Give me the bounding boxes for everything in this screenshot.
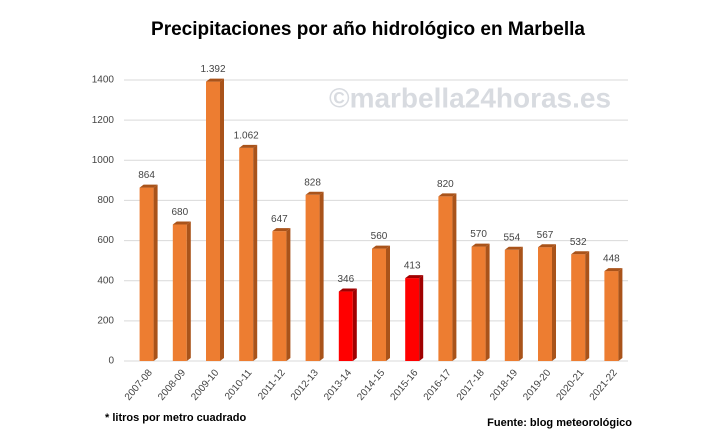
bar-top bbox=[172, 221, 191, 225]
bar bbox=[172, 224, 187, 361]
bar bbox=[538, 247, 552, 361]
bar-side bbox=[319, 191, 324, 361]
bar-top bbox=[471, 243, 490, 247]
bar bbox=[305, 194, 320, 361]
value-label: 413 bbox=[404, 261, 421, 272]
x-tick-label: 2012-13 bbox=[289, 367, 321, 403]
bar bbox=[504, 249, 519, 361]
value-label: 864 bbox=[138, 170, 155, 181]
x-tick-label: 2007-08 bbox=[123, 367, 155, 403]
value-label: 647 bbox=[271, 214, 288, 225]
bar-side bbox=[585, 251, 590, 361]
bar-top bbox=[305, 191, 324, 195]
value-label: 1.062 bbox=[234, 130, 259, 141]
bar bbox=[272, 231, 287, 361]
bar bbox=[571, 254, 586, 361]
value-label: 1.392 bbox=[200, 64, 225, 75]
bar bbox=[405, 278, 420, 361]
bar-top bbox=[139, 184, 158, 188]
bar bbox=[338, 291, 353, 361]
y-tick-label: 1200 bbox=[92, 115, 115, 126]
x-tick-label: 2017-18 bbox=[455, 367, 487, 403]
bar-top bbox=[571, 251, 590, 255]
value-label: 828 bbox=[304, 177, 321, 188]
value-label: 448 bbox=[603, 254, 620, 265]
watermark: ©marbella24horas.es bbox=[329, 82, 611, 113]
bar-top bbox=[372, 245, 390, 249]
value-label: 570 bbox=[470, 229, 487, 240]
footnote: * litros por metro cuadrado bbox=[105, 412, 246, 424]
y-tick-label: 1400 bbox=[92, 75, 115, 86]
value-label: 820 bbox=[437, 179, 454, 190]
value-label: 554 bbox=[503, 232, 520, 243]
bar bbox=[139, 187, 154, 361]
bar-top bbox=[239, 144, 258, 148]
x-tick-label: 2009-10 bbox=[189, 367, 221, 403]
bar bbox=[372, 248, 386, 361]
y-tick-label: 1000 bbox=[92, 155, 115, 166]
bar-top bbox=[604, 268, 623, 272]
x-tick-label: 2018-19 bbox=[488, 367, 520, 403]
value-label: 680 bbox=[171, 207, 188, 218]
value-label: 532 bbox=[570, 237, 587, 248]
bar-side bbox=[386, 245, 390, 361]
y-tick-label: 600 bbox=[97, 235, 114, 246]
bar-top bbox=[438, 193, 457, 197]
bar-top bbox=[272, 228, 291, 232]
bar bbox=[239, 147, 254, 361]
bar-side bbox=[352, 288, 357, 361]
chart-title: Precipitaciones por año hidrológico en M… bbox=[151, 19, 585, 40]
bar-side bbox=[618, 268, 623, 361]
bar-side bbox=[286, 228, 291, 361]
y-tick-label: 200 bbox=[97, 315, 114, 326]
value-label: 567 bbox=[537, 230, 554, 241]
x-tick-label: 2013-14 bbox=[322, 367, 354, 403]
x-tick-label: 2021-22 bbox=[588, 367, 620, 403]
x-tick-label: 2015-16 bbox=[389, 367, 421, 403]
x-tick-label: 2011-12 bbox=[256, 367, 288, 402]
bar-top bbox=[338, 288, 357, 292]
value-label: 560 bbox=[371, 231, 388, 242]
bar bbox=[438, 196, 453, 361]
bar-top bbox=[405, 275, 424, 279]
x-tick-label: 2008-09 bbox=[156, 367, 188, 403]
bar bbox=[471, 246, 486, 361]
bar-side bbox=[452, 193, 457, 361]
bar-side bbox=[253, 144, 258, 361]
x-tick-label: 2019-20 bbox=[521, 367, 553, 403]
bar-top bbox=[206, 78, 224, 82]
bar-side bbox=[552, 244, 556, 361]
x-tick-label: 2016-17 bbox=[422, 367, 454, 403]
bar-side bbox=[153, 184, 158, 361]
x-tick-label: 2014-15 bbox=[355, 367, 387, 403]
bar-side bbox=[220, 78, 224, 361]
y-tick-label: 400 bbox=[97, 275, 114, 286]
y-tick-label: 800 bbox=[97, 195, 114, 206]
x-tick-label: 2010-11 bbox=[223, 367, 255, 402]
bar-side bbox=[186, 221, 191, 361]
bar-top bbox=[538, 244, 556, 248]
bar-top bbox=[504, 246, 523, 250]
source: Fuente: blog meteorológico bbox=[487, 417, 632, 429]
bar bbox=[206, 81, 220, 361]
bar-side bbox=[419, 275, 424, 361]
x-tick-label: 2020-21 bbox=[555, 367, 587, 403]
value-label: 346 bbox=[337, 274, 354, 285]
bar bbox=[604, 271, 619, 361]
y-tick-label: 0 bbox=[108, 356, 114, 367]
bar-side bbox=[485, 243, 490, 361]
bar-side bbox=[518, 246, 523, 361]
